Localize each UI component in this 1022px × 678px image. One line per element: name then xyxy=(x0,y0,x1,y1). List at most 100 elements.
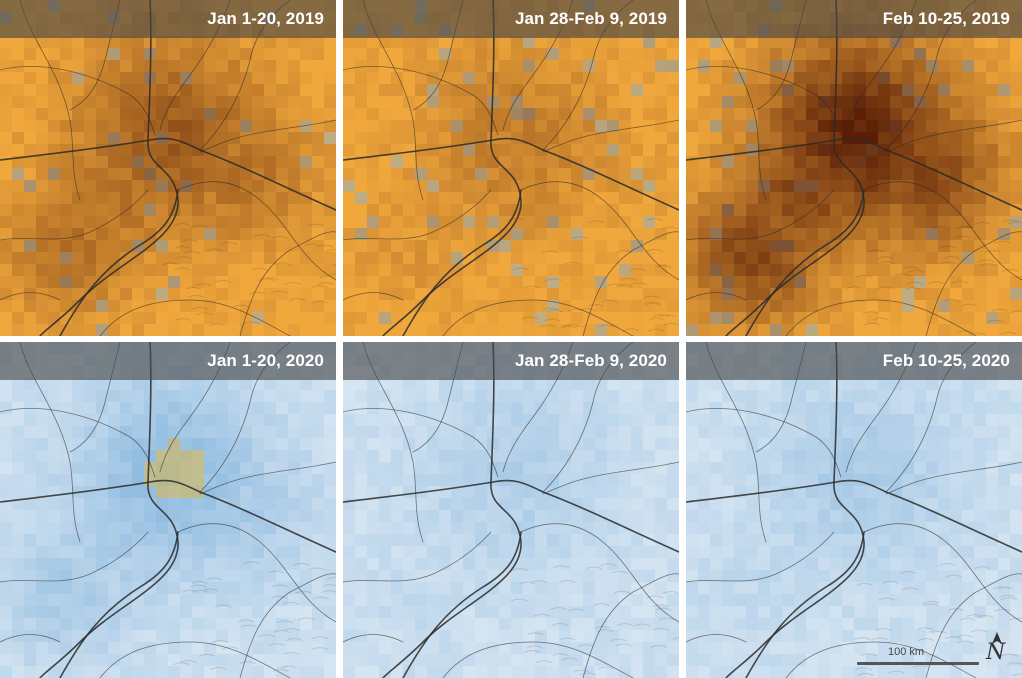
panel-label-bar: Jan 1-20, 2020 xyxy=(0,342,336,380)
panel-date-label: Feb 10-25, 2019 xyxy=(882,9,1010,28)
road-line xyxy=(343,634,404,643)
road-line xyxy=(442,641,634,678)
concentration-grid xyxy=(686,342,1022,678)
road-line xyxy=(382,0,522,336)
road-line xyxy=(343,137,679,211)
road-line xyxy=(863,523,1022,623)
panel-label-bar: Jan 28-Feb 9, 2019 xyxy=(343,0,679,38)
terrain-relief xyxy=(510,563,679,676)
map-panel-2: Jan 28-Feb 9, 2019 xyxy=(343,0,679,336)
road-line xyxy=(520,181,679,281)
road-line xyxy=(0,479,336,553)
panel-label-bar: Feb 10-25, 2019 xyxy=(686,0,1022,38)
map-svg xyxy=(343,0,679,336)
concentration-grid xyxy=(0,0,336,336)
road-line xyxy=(199,461,336,495)
road-line xyxy=(39,342,179,678)
road-line xyxy=(239,573,336,678)
terrain-relief xyxy=(854,562,1022,677)
panel-label-bar: Feb 10-25, 2020 xyxy=(686,342,1022,380)
road-line xyxy=(343,479,679,553)
road-line xyxy=(745,531,865,678)
road-line xyxy=(382,342,522,678)
road-line xyxy=(582,573,679,678)
panel-date-label: Jan 28-Feb 9, 2019 xyxy=(514,9,667,28)
road-line xyxy=(0,531,149,583)
terrain-relief xyxy=(162,222,336,327)
map-svg xyxy=(0,342,336,678)
road-line xyxy=(686,137,1022,211)
road-line xyxy=(520,523,679,623)
road-line xyxy=(343,66,499,136)
road-line xyxy=(0,292,61,301)
road-line xyxy=(686,531,835,583)
road-network xyxy=(0,342,336,678)
map-svg xyxy=(0,0,336,336)
concentration-grid xyxy=(686,0,1022,336)
road-network xyxy=(343,342,679,678)
road-line xyxy=(59,189,179,336)
road-line xyxy=(343,189,492,241)
road-line xyxy=(686,66,842,136)
panel-label-bar: Jan 1-20, 2019 xyxy=(0,0,336,38)
road-line xyxy=(745,189,865,336)
road-line xyxy=(442,299,634,336)
road-line xyxy=(885,119,1022,153)
map-panel-4: Jan 1-20, 2020 xyxy=(0,342,336,678)
road-line xyxy=(343,408,499,478)
road-line xyxy=(0,137,336,211)
road-line xyxy=(686,292,747,301)
road-network xyxy=(686,0,1022,336)
road-line xyxy=(0,66,156,136)
road-line xyxy=(542,119,679,153)
road-line xyxy=(0,634,61,643)
concentration-grid xyxy=(0,342,336,678)
road-line xyxy=(885,461,1022,495)
scale-bar-line xyxy=(857,662,979,665)
terrain-relief xyxy=(845,219,1022,336)
road-line xyxy=(99,299,291,336)
road-line xyxy=(239,231,336,336)
north-arrow-pointer-icon xyxy=(992,632,1002,644)
road-line xyxy=(39,0,179,336)
road-line xyxy=(177,181,336,281)
north-letter: N xyxy=(986,640,1006,665)
road-line xyxy=(343,531,492,583)
road-line xyxy=(785,299,977,336)
panel-date-label: Feb 10-25, 2020 xyxy=(882,351,1010,370)
road-line xyxy=(177,523,336,623)
road-line xyxy=(582,231,679,336)
road-line xyxy=(402,531,522,678)
map-panel-5: Jan 28-Feb 9, 2020 xyxy=(343,342,679,678)
scale-bar-label: 100 km xyxy=(887,646,925,658)
map-svg xyxy=(686,342,1022,678)
road-line xyxy=(686,479,1022,553)
road-line xyxy=(0,408,156,478)
road-network xyxy=(343,0,679,336)
road-line xyxy=(99,641,291,678)
map-svg xyxy=(686,0,1022,336)
road-line xyxy=(0,189,149,241)
road-line xyxy=(725,0,865,336)
panel-label-bar: Jan 28-Feb 9, 2020 xyxy=(343,342,679,380)
road-line xyxy=(343,292,404,301)
road-line xyxy=(925,573,1022,678)
map-panel-6: Feb 10-25, 2020 xyxy=(686,342,1022,678)
concentration-grid xyxy=(343,342,679,678)
road-line xyxy=(925,231,1022,336)
panel-date-label: Jan 1-20, 2020 xyxy=(207,351,324,370)
road-line xyxy=(686,634,747,643)
road-line xyxy=(686,408,842,478)
road-line xyxy=(402,189,522,336)
north-arrow-icon: N xyxy=(984,632,1012,668)
road-line xyxy=(542,461,679,495)
panel-date-label: Jan 28-Feb 9, 2020 xyxy=(514,351,667,370)
map-panel-1: Jan 1-20, 2019 xyxy=(0,0,336,336)
panel-date-label: Jan 1-20, 2019 xyxy=(207,9,324,28)
terrain-relief xyxy=(173,561,336,672)
road-line xyxy=(725,342,865,678)
scale-bar: 100 km xyxy=(853,644,981,668)
road-line xyxy=(199,119,336,153)
map-panel-3: Feb 10-25, 2019 xyxy=(686,0,1022,336)
road-line xyxy=(686,189,835,241)
